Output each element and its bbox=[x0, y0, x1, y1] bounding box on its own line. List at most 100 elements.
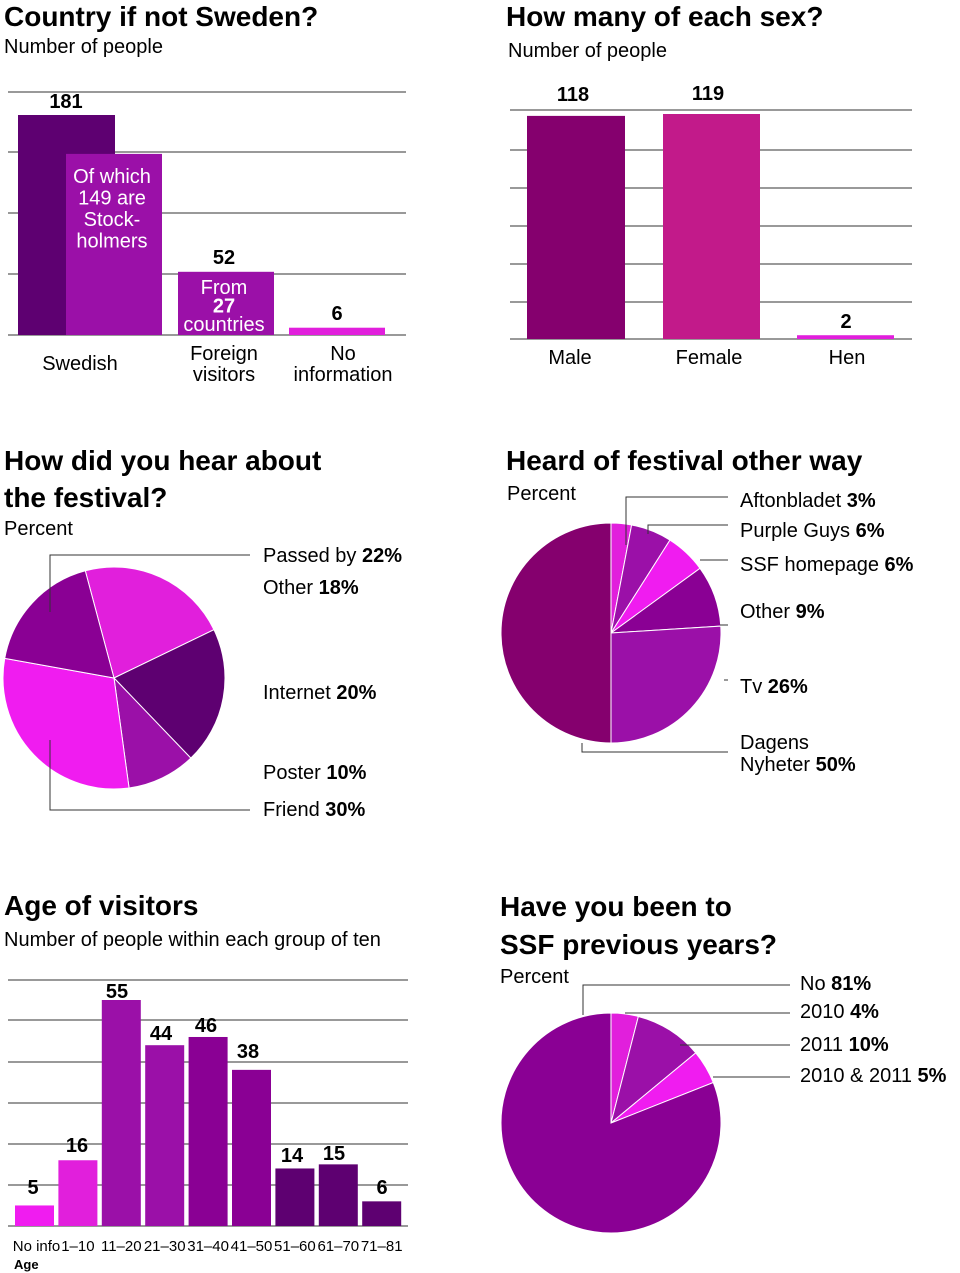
hear-slice-internet bbox=[113, 629, 226, 759]
hear-labels: Passed by 22% Other 18% Internet 20% Poster… bbox=[49, 545, 402, 821]
hear-leader-line-bottom bbox=[49, 740, 250, 811]
panel-other-way: Heard of festival other way Percent Afto… bbox=[500, 445, 914, 776]
hear-slice-passed-by bbox=[84, 566, 215, 679]
age-category-label: 41–50 bbox=[231, 1238, 273, 1255]
age-value-label: 15 bbox=[323, 1143, 345, 1165]
foreign-label-line: countries bbox=[183, 314, 264, 336]
age-bar-41-50 bbox=[232, 1069, 271, 1226]
hear-pie bbox=[2, 566, 226, 790]
other-way-pie bbox=[500, 522, 722, 744]
age-bar-71-81 bbox=[362, 1201, 402, 1226]
hear-label-other: Other 18% bbox=[263, 577, 359, 599]
other-way-subtitle: Percent bbox=[507, 483, 576, 505]
age-bar-51-60 bbox=[275, 1168, 315, 1226]
leader-purple-guys bbox=[647, 524, 728, 534]
previous-subtitle: Percent bbox=[500, 966, 569, 988]
category-label-no-information: information bbox=[294, 364, 393, 386]
panel-country: Country if not Sweden? Number of people … bbox=[4, 1, 406, 386]
leader-aftonbladet bbox=[625, 496, 728, 545]
age-value-label: 16 bbox=[66, 1135, 88, 1157]
hear-label-friend: Friend 30% bbox=[263, 799, 365, 821]
age-bar-21-30 bbox=[145, 1045, 185, 1226]
previous-label-2010-2011: 2010 & 2011 5% bbox=[800, 1065, 947, 1087]
bar-no-information bbox=[289, 327, 385, 335]
hear-label-poster: Poster 10% bbox=[263, 762, 367, 784]
age-value-label: 55 bbox=[106, 981, 128, 1003]
value-label-male: 118 bbox=[557, 84, 589, 106]
hear-title-line2: the festival? bbox=[4, 482, 167, 513]
age-category-label: 21–30 bbox=[144, 1238, 186, 1255]
category-label-female: Female bbox=[676, 347, 743, 369]
value-label-hen: 2 bbox=[840, 311, 851, 333]
age-category-label: 11–20 bbox=[101, 1238, 142, 1255]
age-axis-label: Age bbox=[14, 1257, 39, 1272]
hear-title-line1: How did you hear about bbox=[4, 445, 321, 476]
category-label-swedish: Swedish bbox=[42, 353, 118, 375]
sex-bars: 118 119 2 Male Female Hen bbox=[527, 83, 894, 369]
previous-label-no: No 81% bbox=[800, 973, 871, 995]
category-label-foreign-visitors: Foreign bbox=[190, 343, 258, 365]
value-label-swedish: 181 bbox=[49, 91, 82, 113]
sex-subtitle: Number of people bbox=[508, 40, 667, 62]
stockholmers-label-line: Of which bbox=[73, 166, 151, 188]
age-value-label: 44 bbox=[150, 1023, 173, 1045]
age-value-label: 5 bbox=[27, 1177, 38, 1199]
value-label-female: 119 bbox=[692, 83, 724, 105]
leader-no bbox=[582, 984, 790, 1015]
previous-label-2010: 2010 4% bbox=[800, 1001, 879, 1023]
age-value-label: 6 bbox=[376, 1177, 387, 1199]
previous-label-2011: 2011 10% bbox=[800, 1034, 889, 1056]
value-label-foreign: 52 bbox=[213, 247, 235, 269]
panel-sex: How many of each sex? Number of people 1… bbox=[506, 1, 912, 369]
age-subtitle: Number of people within each group of te… bbox=[4, 929, 381, 951]
other-way-title: Heard of festival other way bbox=[506, 445, 863, 476]
bar-hen bbox=[797, 335, 894, 339]
other-way-label-aftonbladet: Aftonbladet 3% bbox=[740, 490, 876, 512]
other-way-label-ssf-homepage: SSF homepage 6% bbox=[740, 554, 914, 576]
age-bar-1-10 bbox=[58, 1160, 98, 1226]
foreign-label-line: 27 bbox=[213, 296, 235, 318]
stockholmers-label-line: holmers bbox=[76, 231, 147, 253]
age-value-label: 46 bbox=[195, 1015, 217, 1037]
previous-title-line2: SSF previous years? bbox=[500, 929, 777, 960]
leader-dagens-nyheter bbox=[581, 743, 728, 753]
age-bar-no-info bbox=[15, 1205, 54, 1226]
other-way-labels: Aftonbladet 3% Purple Guys 6% SSF homepage… bbox=[581, 490, 914, 776]
stockholmers-label-line: 149 are bbox=[78, 188, 146, 210]
panel-hear: How did you hear about the festival? Per… bbox=[2, 445, 402, 821]
age-title: Age of visitors bbox=[4, 890, 198, 921]
age-bar-61-70 bbox=[318, 1164, 358, 1226]
age-category-label: 51–60 bbox=[274, 1238, 316, 1255]
country-subtitle: Number of people bbox=[4, 36, 163, 58]
other-way-slice-dagens-nyheter bbox=[500, 522, 612, 744]
age-category-label: No info bbox=[13, 1238, 61, 1255]
hear-leader-line-top bbox=[49, 554, 250, 612]
country-title: Country if not Sweden? bbox=[4, 1, 318, 32]
age-category-label: 71–81 bbox=[361, 1238, 403, 1255]
category-label-no-information: No bbox=[330, 343, 356, 365]
previous-labels: No 81% 2010 4% 2011 10% 2010 & 2011 5% bbox=[582, 973, 947, 1087]
hear-slice-other bbox=[4, 570, 115, 679]
hear-label-passed-by: Passed by 22% bbox=[263, 545, 402, 567]
hear-slice-friend bbox=[2, 657, 130, 790]
age-value-label: 38 bbox=[237, 1041, 259, 1063]
other-way-label-dagens-line1: Dagens bbox=[740, 732, 809, 754]
category-label-hen: Hen bbox=[829, 347, 866, 369]
age-category-label: 61–70 bbox=[317, 1238, 359, 1255]
other-way-label-tv: Tv 26% bbox=[740, 676, 808, 698]
previous-title-line1: Have you been to bbox=[500, 891, 732, 922]
category-label-male: Male bbox=[548, 347, 591, 369]
sex-title: How many of each sex? bbox=[506, 1, 823, 32]
other-way-label-other: Other 9% bbox=[740, 601, 825, 623]
hear-subtitle: Percent bbox=[4, 518, 73, 540]
age-bar-11-20 bbox=[101, 1000, 141, 1226]
bar-female bbox=[663, 114, 760, 339]
stockholmers-label-line: Stock- bbox=[84, 209, 141, 231]
previous-pie bbox=[500, 1012, 722, 1234]
other-way-label-purple-guys: Purple Guys 6% bbox=[740, 520, 885, 542]
bar-male bbox=[527, 115, 625, 340]
panel-previous-years: Have you been to SSF previous years? Per… bbox=[500, 891, 947, 1234]
bar-foreign-visitors bbox=[178, 271, 274, 335]
